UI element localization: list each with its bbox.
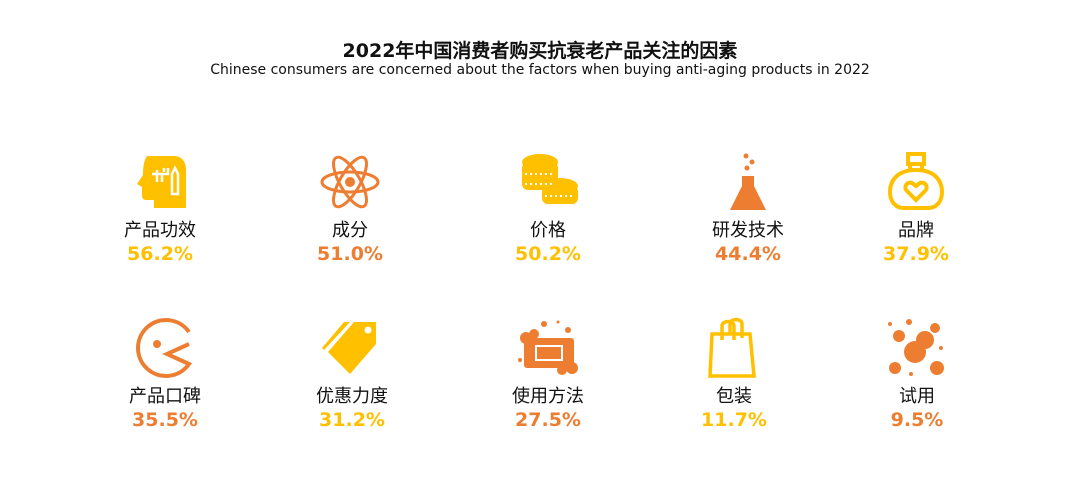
factor-percentage: 51.0% bbox=[317, 243, 383, 265]
factor-percentage: 9.5% bbox=[890, 409, 944, 431]
factor-percentage: 44.4% bbox=[715, 243, 781, 265]
factor-percentage: 27.5% bbox=[515, 409, 581, 431]
atom-icon bbox=[320, 155, 380, 209]
chart-title: 2022年中国消费者购买抗衰老产品关注的因素 bbox=[342, 40, 738, 62]
factor-percentage: 50.2% bbox=[515, 243, 581, 265]
factor-item: 研发技术 44.4% bbox=[668, 150, 828, 266]
factor-item: 试用 9.5% bbox=[837, 316, 997, 432]
factor-item: 品牌 37.9% bbox=[836, 150, 996, 266]
factor-item: 成分 51.0% bbox=[270, 150, 430, 266]
factor-item: 价格 50.2% bbox=[468, 150, 628, 266]
head-idea-icon bbox=[137, 156, 186, 208]
factor-percentage: 37.9% bbox=[883, 243, 949, 265]
factor-percentage: 35.5% bbox=[132, 409, 198, 431]
factor-label: 试用 bbox=[899, 386, 935, 407]
factor-item: 产品口碑 35.5% bbox=[85, 316, 245, 432]
flask-icon bbox=[730, 153, 766, 210]
shopping-bag-icon bbox=[708, 317, 756, 378]
factor-label: 使用方法 bbox=[512, 386, 584, 407]
factor-percentage: 11.7% bbox=[701, 409, 767, 431]
factor-label: 包装 bbox=[716, 386, 752, 407]
factor-label: 品牌 bbox=[898, 220, 934, 241]
price-tag-icon bbox=[322, 322, 376, 374]
bubbles-icon bbox=[888, 319, 944, 376]
factor-label: 研发技术 bbox=[712, 220, 784, 241]
factor-label: 产品口碑 bbox=[129, 386, 201, 407]
factor-item: 使用方法 27.5% bbox=[468, 316, 628, 432]
factor-label: 价格 bbox=[530, 220, 566, 241]
factor-label: 成分 bbox=[332, 220, 368, 241]
perfume-bottle-icon bbox=[887, 152, 945, 210]
factor-label: 优惠力度 bbox=[316, 386, 388, 407]
soap-icon bbox=[518, 320, 578, 375]
factor-item: 优惠力度 31.2% bbox=[272, 316, 432, 432]
chart-subtitle: Chinese consumers are concerned about th… bbox=[210, 62, 870, 78]
factor-label: 产品功效 bbox=[124, 220, 196, 241]
factor-percentage: 56.2% bbox=[127, 243, 193, 265]
coins-icon bbox=[522, 154, 578, 204]
factor-percentage: 31.2% bbox=[319, 409, 385, 431]
pacman-mouth-icon bbox=[136, 318, 193, 378]
factor-item: 产品功效 56.2% bbox=[80, 150, 240, 266]
factor-item: 包装 11.7% bbox=[654, 316, 814, 432]
